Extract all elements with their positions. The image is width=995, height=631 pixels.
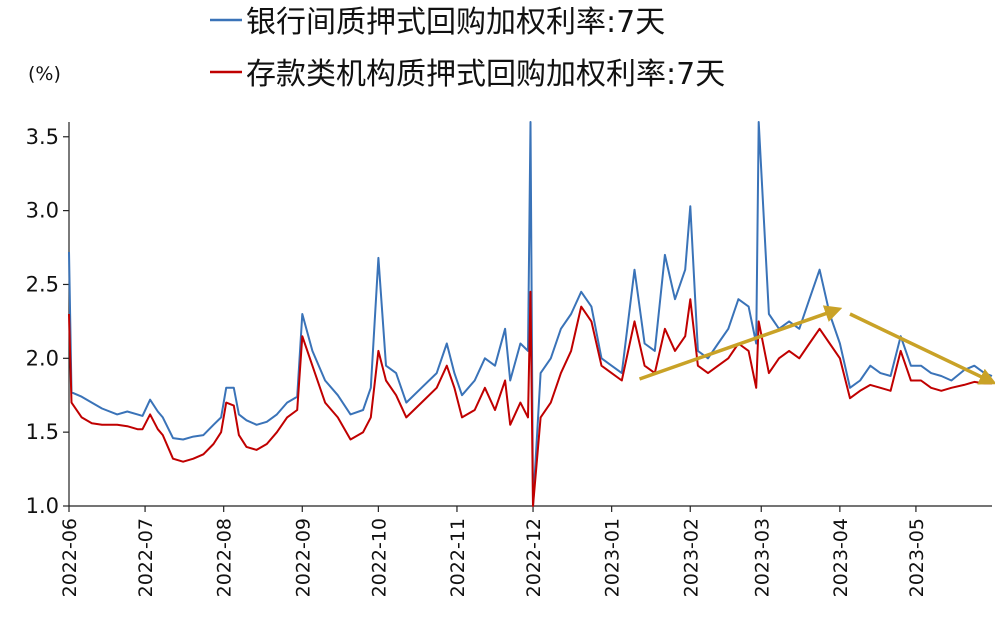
x-tick-label: 2023-04: [830, 518, 852, 597]
y-tick-label: 2.5: [26, 272, 59, 296]
x-tick-label: 2022-09: [292, 518, 314, 597]
series-line-1: [68, 290, 992, 507]
x-axis-ticks: 2022-06 2022-07 2022-08 2022-09 2022-10 2022-…: [59, 506, 928, 597]
x-tick-label: 2022-12: [523, 518, 545, 597]
x-tick-label: 2022-07: [135, 518, 157, 597]
trend-arrow-1: [849, 312, 995, 385]
y-tick-label: 3.5: [26, 125, 59, 149]
x-tick-label: 2022-08: [214, 518, 236, 597]
y-axis-unit-label: (%): [28, 63, 61, 85]
y-tick-label: 1.0: [26, 494, 59, 518]
trend-arrow-0: [638, 305, 843, 381]
x-tick-label: 2022-06: [59, 518, 81, 597]
x-tick-label: 2023-05: [906, 518, 928, 597]
x-tick-label: 2023-03: [751, 518, 773, 597]
x-tick-label: 2022-11: [447, 518, 469, 597]
y-tick-label: 1.5: [26, 420, 59, 444]
x-tick-label: 2023-01: [602, 518, 624, 597]
y-tick-label: 3.0: [26, 199, 59, 223]
y-tick-label: 2.0: [26, 346, 59, 370]
series-layer: [68, 121, 993, 507]
x-tick-label: 2023-02: [680, 518, 702, 597]
legend: 银行间质押式回购加权利率:7天 存款类机构质押式回购加权利率:7天: [210, 5, 725, 92]
legend-label-interbank: 银行间质押式回购加权利率:7天: [246, 5, 665, 40]
series-line-0: [68, 121, 993, 507]
legend-label-depository: 存款类机构质押式回购加权利率:7天: [246, 57, 725, 92]
y-axis-ticks: 1.0 1.5 2.0 2.5 3.0 3.5: [26, 125, 69, 518]
annotation-layer: [638, 305, 995, 385]
x-tick-label: 2022-10: [368, 518, 390, 597]
